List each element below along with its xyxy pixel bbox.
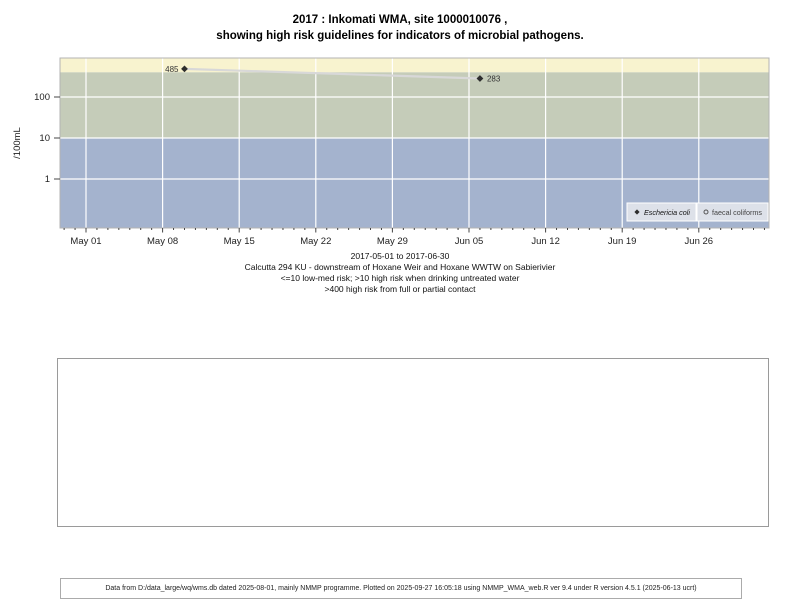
chart-title-line2: showing high risk guidelines for indicat… <box>216 30 584 42</box>
chart-caption: 2017-05-01 to 2017-06-30 Calcutta 294 KU… <box>0 251 800 295</box>
y-tick-label: 100 <box>34 92 50 103</box>
x-tick-label: Jun 26 <box>685 236 714 247</box>
y-axis: 1 10 100 <box>34 92 60 185</box>
caption-risk-rule-contact: >400 high risk from full or partial cont… <box>324 284 476 294</box>
chart-title-line1: 2017 : Inkomati WMA, site 1000010076 , <box>292 14 508 26</box>
caption-site-description: Calcutta 294 KU - downstream of Hoxane W… <box>244 262 556 272</box>
legend-diamond-icon <box>634 209 640 215</box>
risk-bands <box>60 58 769 228</box>
risk-chart: May 01 May 08 May 15 May 22 May 29 Jun 05 Jun … <box>12 57 770 247</box>
legend-box-e-coli <box>626 202 697 222</box>
x-tick-label: May 15 <box>224 236 255 247</box>
x-tick-label: May 29 <box>377 236 408 247</box>
empty-panel <box>57 358 769 527</box>
risk-band-full-partial-contact-high-risk <box>60 58 769 73</box>
y-tick-label: 1 <box>45 174 50 185</box>
x-tick-label: Jun 05 <box>455 236 484 247</box>
x-tick-label: Jun 12 <box>531 236 560 247</box>
caption-risk-rule-drinking: <=10 low-med risk; >10 high risk when dr… <box>280 273 520 283</box>
series-line-e-coli <box>184 67 480 80</box>
x-axis-labels: May 01 May 08 May 15 May 22 May 29 Jun 05 Jun … <box>70 236 713 247</box>
risk-band-drinking-high-risk <box>60 72 769 138</box>
footer: Data from D:/data_large/wq/wms.db dated … <box>60 578 742 599</box>
x-tick-label: May 01 <box>70 236 101 247</box>
legend-box-faecal <box>696 202 769 222</box>
data-point-label: 283 <box>487 74 501 83</box>
legend-label-faecal: faecal coliforms <box>712 208 762 217</box>
data-point-label: 485 <box>165 65 179 74</box>
x-tick-label: May 08 <box>147 236 178 247</box>
legend-open-circle-icon <box>703 209 709 215</box>
x-tick-label: May 22 <box>300 236 331 247</box>
caption-date-range: 2017-05-01 to 2017-06-30 <box>350 251 450 261</box>
y-axis-title: /100mL <box>12 127 23 159</box>
legend: Eschericia coli faecal coliforms <box>626 202 769 222</box>
x-tick-label: Jun 19 <box>608 236 637 247</box>
chart-title: 2017 : Inkomati WMA, site 1000010076 , s… <box>0 12 800 44</box>
y-tick-label: 10 <box>39 133 50 144</box>
gridlines <box>60 58 769 228</box>
footer-text: Data from D:/data_large/wq/wms.db dated … <box>105 585 697 592</box>
x-axis <box>63 228 765 233</box>
legend-label-e-coli: Eschericia coli <box>644 208 690 217</box>
